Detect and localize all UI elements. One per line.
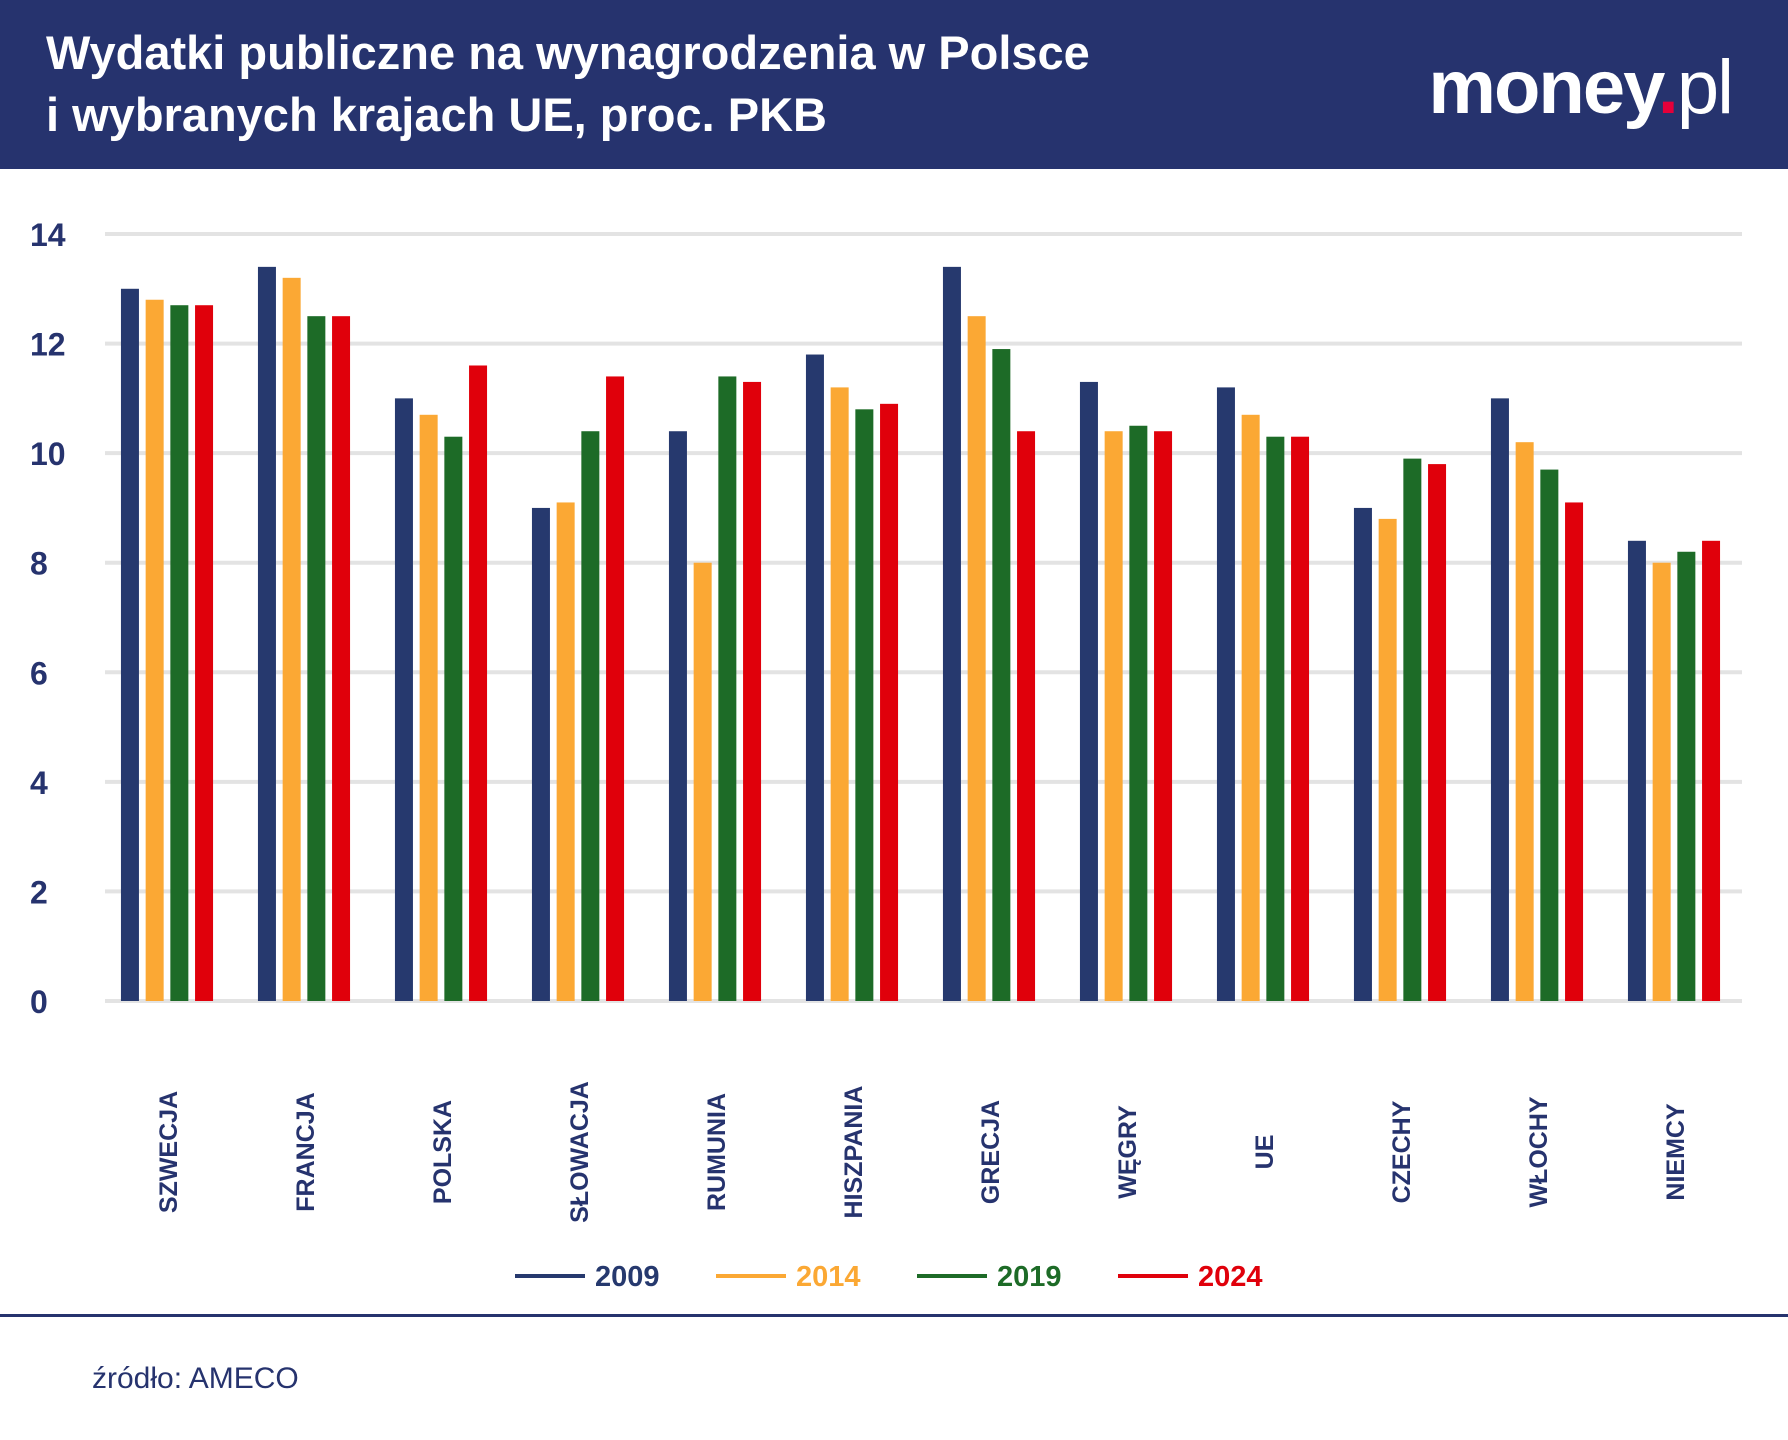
bar-2009 bbox=[394, 398, 413, 1001]
y-tick-label: 14 bbox=[30, 217, 66, 253]
bar-2009 bbox=[257, 266, 276, 1001]
y-tick-label: 6 bbox=[30, 655, 48, 691]
bar-2024 bbox=[606, 376, 625, 1001]
bar-2009 bbox=[1490, 398, 1509, 1001]
y-tick-label: 10 bbox=[30, 436, 66, 472]
bar-2019 bbox=[581, 431, 600, 1001]
bar-2014 bbox=[967, 316, 986, 1001]
bar-2019 bbox=[1677, 551, 1696, 1001]
x-tick-label: HISZPANIA bbox=[840, 1086, 868, 1219]
bar-2014 bbox=[1515, 442, 1534, 1002]
y-tick-label: 4 bbox=[30, 765, 48, 801]
legend-label-2024: 2024 bbox=[1198, 1261, 1263, 1293]
bar-2009 bbox=[805, 354, 824, 1001]
bar-2024 bbox=[1565, 502, 1584, 1001]
bar-2019 bbox=[307, 316, 326, 1001]
bar-2009 bbox=[1627, 540, 1646, 1001]
bar-2019 bbox=[1129, 425, 1148, 1001]
bar-2009 bbox=[668, 431, 687, 1001]
bar-2024 bbox=[332, 316, 351, 1001]
bar-2009 bbox=[1353, 507, 1372, 1001]
bar-2009 bbox=[1216, 387, 1235, 1001]
bar-2024 bbox=[469, 365, 488, 1001]
bar-2009 bbox=[120, 288, 139, 1001]
bar-2014 bbox=[556, 502, 575, 1001]
x-tick-label: CZECHY bbox=[1388, 1100, 1416, 1203]
x-tick-label: WŁOCHY bbox=[1525, 1096, 1553, 1207]
x-tick-label: UE bbox=[1251, 1135, 1279, 1170]
bar-2019 bbox=[170, 305, 189, 1001]
bar-2024 bbox=[1702, 540, 1721, 1001]
bar-2024 bbox=[880, 403, 899, 1002]
legend-label-2019: 2019 bbox=[997, 1261, 1062, 1293]
bar-2019 bbox=[444, 436, 463, 1001]
x-tick-label: WĘGRY bbox=[1114, 1105, 1142, 1199]
money-pl-logo: money.pl bbox=[1428, 45, 1734, 130]
legend-label-2014: 2014 bbox=[796, 1261, 861, 1293]
bar-2024 bbox=[1428, 464, 1447, 1002]
x-tick-label: POLSKA bbox=[429, 1100, 457, 1204]
bar-2019 bbox=[992, 349, 1011, 1001]
bar-2024 bbox=[743, 381, 762, 1002]
bar-2024 bbox=[1291, 436, 1310, 1001]
bar-2019 bbox=[718, 376, 737, 1001]
bar-2014 bbox=[830, 387, 849, 1001]
x-tick-label: FRANCJA bbox=[292, 1092, 320, 1211]
y-tick-label: 2 bbox=[30, 874, 48, 910]
bar-2014 bbox=[282, 277, 301, 1001]
bar-2014 bbox=[419, 414, 438, 1001]
bar-2024 bbox=[1154, 431, 1173, 1001]
bar-2014 bbox=[1241, 414, 1260, 1001]
y-tick-label: 12 bbox=[30, 327, 66, 363]
bar-2009 bbox=[1079, 381, 1098, 1002]
bar-2014 bbox=[1378, 518, 1397, 1001]
bar-2014 bbox=[145, 299, 164, 1001]
header: Wydatki publiczne na wynagrodzenia w Pol… bbox=[0, 0, 1788, 169]
x-tick-label: SZWECJA bbox=[155, 1091, 183, 1213]
bar-2019 bbox=[1540, 469, 1559, 1001]
y-tick-label: 8 bbox=[30, 546, 48, 582]
bar-2009 bbox=[531, 507, 550, 1001]
bar-2024 bbox=[195, 305, 214, 1001]
legend-label-2009: 2009 bbox=[595, 1261, 660, 1293]
y-tick-label: 0 bbox=[30, 984, 48, 1020]
bar-2009 bbox=[942, 266, 961, 1001]
bar-2014 bbox=[1104, 431, 1123, 1001]
bar-2024 bbox=[1017, 431, 1036, 1001]
x-tick-label: GRECJA bbox=[977, 1100, 1005, 1204]
bar-2014 bbox=[693, 562, 712, 1001]
chart-title: Wydatki publiczne na wynagrodzenia w Pol… bbox=[46, 26, 1090, 141]
bar-2014 bbox=[1652, 562, 1671, 1001]
source-note: źródło: AMECO bbox=[92, 1362, 299, 1395]
bar-chart: 0 2 4 6 8 10 12 14 SZWECJA FRANCJA POLSKA SŁOWACJA R… bbox=[30, 217, 1742, 1293]
x-tick-label: NIEMCY bbox=[1662, 1103, 1690, 1201]
bar-2019 bbox=[855, 409, 874, 1001]
bar-2019 bbox=[1403, 458, 1422, 1001]
x-tick-label: RUMUNIA bbox=[703, 1093, 731, 1211]
footer-divider bbox=[0, 1314, 1788, 1317]
bar-2019 bbox=[1266, 436, 1285, 1001]
x-tick-label: SŁOWACJA bbox=[566, 1081, 594, 1223]
